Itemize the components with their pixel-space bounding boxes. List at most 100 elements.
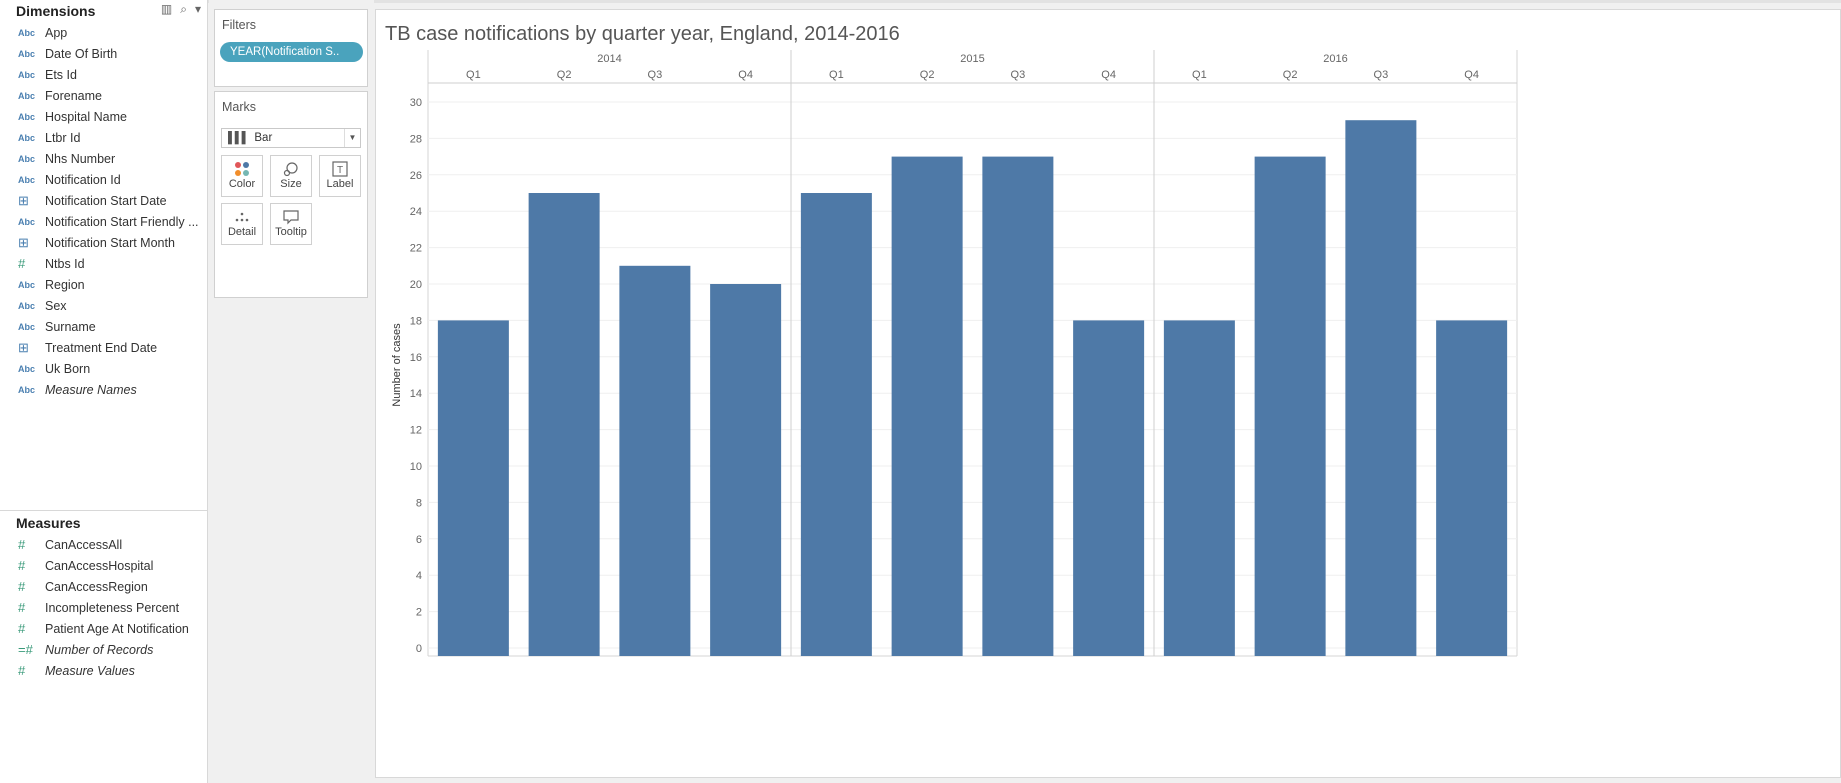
- dimension-field[interactable]: ⊞ Treatment End Date: [0, 337, 207, 358]
- chevron-down-icon[interactable]: ▾: [194, 2, 201, 16]
- measure-field[interactable]: # Measure Values: [0, 660, 207, 681]
- dimensions-header: Dimensions: [16, 3, 96, 19]
- string-type-icon: Abc: [18, 48, 36, 59]
- field-label: Ets Id: [45, 67, 77, 82]
- measure-field[interactable]: # Incompleteness Percent: [0, 597, 207, 618]
- mark-type-value: Bar: [254, 132, 273, 144]
- mark-type-dropdown[interactable]: ▌▌▌ Bar ▼: [221, 128, 361, 148]
- viz-title[interactable]: TB case notifications by quarter year, E…: [385, 23, 900, 45]
- y-tick-label: 0: [416, 643, 422, 655]
- measure-field[interactable]: # CanAccessAll: [0, 534, 207, 555]
- label-label: Label: [326, 178, 354, 190]
- field-label: Treatment End Date: [45, 340, 158, 355]
- dimension-field[interactable]: Abc Measure Names: [0, 379, 207, 400]
- bar-2016-Q1: [1163, 320, 1235, 656]
- dimension-field[interactable]: # Ntbs Id: [0, 253, 207, 274]
- dimensions-section: Dimensions ▥ ⌕ ▾ Abc App Abc Date Of Birth A…: [0, 0, 207, 505]
- quarter-header-label: Q1: [466, 69, 481, 81]
- measure-field[interactable]: =# Number of Records: [0, 639, 207, 660]
- field-label: CanAccessRegion: [45, 579, 148, 594]
- field-label: Patient Age At Notification: [45, 621, 189, 636]
- string-type-icon: Abc: [18, 153, 36, 164]
- quarter-header-label: Q4: [1101, 69, 1116, 81]
- measure-field[interactable]: # Patient Age At Notification: [0, 618, 207, 639]
- measure-field[interactable]: # CanAccessRegion: [0, 576, 207, 597]
- y-tick-label: 12: [410, 425, 422, 437]
- shelves-column: Filters YEAR(Notification S.. Marks ▌▌▌ …: [209, 0, 374, 783]
- data-pane: Dimensions ▥ ⌕ ▾ Abc App Abc Date Of Birth A…: [0, 0, 208, 783]
- dimension-field[interactable]: ⊞ Notification Start Date: [0, 190, 207, 211]
- label-button[interactable]: T Label: [319, 155, 361, 197]
- bar-chart-icon: ▌▌▌: [228, 132, 249, 144]
- y-tick-label: 18: [410, 315, 422, 327]
- dimension-field[interactable]: Abc Notification Start Friendly ...: [0, 211, 207, 232]
- y-tick-label: 8: [416, 497, 422, 509]
- measure-field[interactable]: # CanAccessHospital: [0, 555, 207, 576]
- dimension-field[interactable]: Abc Sex: [0, 295, 207, 316]
- string-type-icon: Abc: [18, 279, 36, 290]
- detail-label: Detail: [227, 226, 257, 238]
- y-tick-label: 22: [410, 243, 422, 255]
- size-button[interactable]: Size: [270, 155, 312, 197]
- bar-2015-Q2: [891, 156, 963, 656]
- quarter-header-label: Q3: [648, 69, 663, 81]
- field-label: Notification Start Date: [45, 193, 167, 208]
- dimension-field[interactable]: Abc Uk Born: [0, 358, 207, 379]
- measures-header: Measures: [16, 515, 81, 531]
- field-label: Measure Names: [45, 382, 137, 397]
- dimension-field[interactable]: Abc Hospital Name: [0, 106, 207, 127]
- field-label: Region: [45, 277, 85, 292]
- field-label: Incompleteness Percent: [45, 600, 180, 615]
- color-icon: [222, 156, 262, 178]
- field-label: Sex: [45, 298, 67, 313]
- detail-icon: [222, 204, 262, 226]
- size-label: Size: [280, 178, 302, 190]
- date-type-icon: ⊞: [18, 234, 29, 250]
- y-tick-label: 28: [410, 133, 422, 145]
- quarter-header-label: Q2: [1283, 69, 1298, 81]
- detail-button[interactable]: Detail: [221, 203, 263, 245]
- pane-divider[interactable]: [0, 510, 207, 511]
- string-type-icon: Abc: [18, 174, 36, 185]
- tooltip-button[interactable]: Tooltip: [270, 203, 312, 245]
- dimension-field[interactable]: Abc Notification Id: [0, 169, 207, 190]
- y-tick-label: 6: [416, 534, 422, 546]
- search-icon[interactable]: ⌕: [180, 2, 187, 16]
- field-label: Date Of Birth: [45, 46, 118, 61]
- y-tick-label: 26: [410, 170, 422, 182]
- dimension-field[interactable]: Abc Ltbr Id: [0, 127, 207, 148]
- string-type-icon: Abc: [18, 27, 36, 38]
- dimension-field[interactable]: Abc Ets Id: [0, 64, 207, 85]
- tooltip-label: Tooltip: [275, 226, 307, 238]
- bar-2015-Q3: [982, 156, 1054, 656]
- year-header-label: 2015: [960, 53, 984, 65]
- measures-section: Measures # CanAccessAll # CanAccessHospital…: [0, 512, 207, 681]
- number-type-icon: #: [18, 256, 26, 271]
- field-label: Notification Start Friendly ...: [45, 214, 199, 229]
- quarter-header-label: Q4: [738, 69, 753, 81]
- color-button[interactable]: Color: [221, 155, 263, 197]
- number-type-icon: #: [18, 537, 26, 552]
- dimension-field[interactable]: Abc Region: [0, 274, 207, 295]
- field-label: Forename: [45, 88, 102, 103]
- filter-pill-year[interactable]: YEAR(Notification S..: [220, 42, 363, 62]
- view-toggle-icon[interactable]: ▥: [160, 2, 173, 16]
- quarter-header-label: Q1: [1192, 69, 1207, 81]
- quarter-header-label: Q2: [920, 69, 935, 81]
- number-type-icon: #: [18, 621, 26, 636]
- y-tick-label: 24: [410, 206, 422, 218]
- dimension-field[interactable]: Abc Date Of Birth: [0, 43, 207, 64]
- dimension-field[interactable]: Abc Surname: [0, 316, 207, 337]
- chevron-down-icon: ▼: [344, 129, 360, 147]
- dimension-field[interactable]: Abc App: [0, 22, 207, 43]
- y-tick-label: 14: [410, 388, 422, 400]
- bar-2015-Q1: [800, 193, 872, 656]
- dimension-field[interactable]: Abc Forename: [0, 85, 207, 106]
- text-label-icon: T: [320, 156, 360, 178]
- date-type-icon: ⊞: [18, 192, 29, 208]
- y-tick-label: 10: [410, 461, 422, 473]
- dimension-field[interactable]: Abc Nhs Number: [0, 148, 207, 169]
- dimension-field[interactable]: ⊞ Notification Start Month: [0, 232, 207, 253]
